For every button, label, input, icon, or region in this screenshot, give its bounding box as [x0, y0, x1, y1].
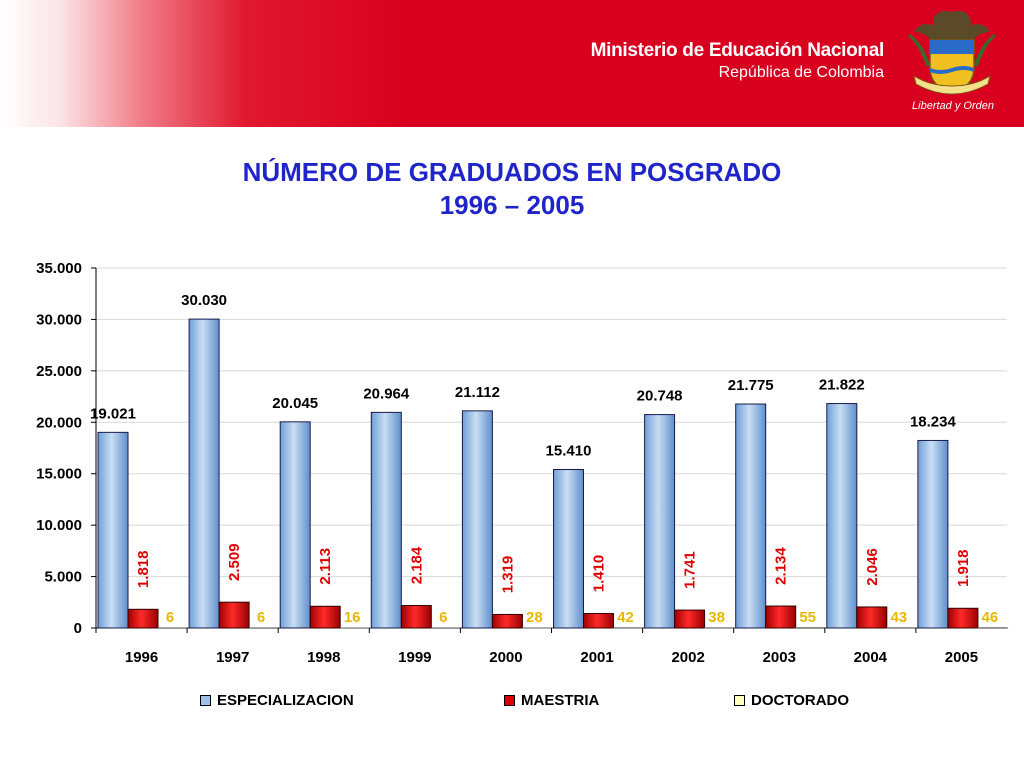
data-label-especializacion: 18.234 — [910, 413, 957, 430]
bar-maestria — [491, 613, 523, 629]
legend-item-doctorado: DOCTORADO — [734, 692, 849, 709]
header-banner: Ministerio de Educación Nacional Repúbli… — [0, 0, 1024, 127]
bar-especializacion — [188, 318, 220, 629]
bar-doctorado — [977, 627, 1009, 629]
bar-maestria — [583, 612, 614, 629]
bar-doctorado — [248, 627, 280, 629]
data-label-maestria: 1.319 — [499, 556, 516, 594]
legend-item-maestria: MAESTRIA — [504, 692, 599, 709]
bar-especializacion — [461, 410, 493, 629]
legend-label-especializacion: ESPECIALIZACION — [217, 692, 354, 709]
data-label-maestria: 2.509 — [226, 543, 243, 581]
data-label-maestria: 2.046 — [864, 548, 881, 586]
bar-maestria — [127, 608, 159, 629]
ministry-name: Ministerio de Educación Nacional — [590, 40, 885, 61]
data-label-especializacion: 20.748 — [637, 388, 683, 405]
x-tick-label: 1999 — [398, 649, 431, 666]
data-label-doctorado: 43 — [890, 609, 907, 626]
bar-chart: 0 5.000 10.000 15.000 20.000 25.000 30.000 35.0… — [36, 260, 1009, 666]
x-tick-label: 2004 — [854, 649, 888, 666]
ministry-block: Ministerio de Educación Nacional Repúbli… — [590, 40, 885, 82]
data-label-especializacion: 30.030 — [181, 292, 227, 309]
data-label-doctorado: 42 — [617, 609, 634, 626]
legend-swatch-doctorado — [734, 695, 745, 706]
bar-especializacion — [370, 411, 402, 629]
country-name: República de Colombia — [718, 64, 884, 81]
bar-maestria — [218, 601, 250, 629]
bar-maestria — [674, 609, 706, 629]
y-tick-label: 5.000 — [44, 569, 82, 586]
bar-especializacion — [644, 414, 676, 629]
bar-doctorado — [886, 627, 918, 629]
bar-especializacion — [279, 421, 311, 629]
bar-maestria — [400, 605, 432, 629]
x-tick-label: 2001 — [580, 649, 613, 666]
x-tick-label: 1998 — [307, 649, 340, 666]
bar-doctorado — [704, 627, 735, 629]
x-tick-label: 2003 — [763, 649, 796, 666]
x-tick-label: 2005 — [945, 649, 978, 666]
y-tick-label: 35.000 — [36, 260, 82, 277]
x-tick-label: 2000 — [489, 649, 522, 666]
bar-especializacion — [735, 403, 767, 629]
data-label-doctorado: 6 — [166, 609, 174, 626]
bar-maestria — [309, 605, 341, 629]
data-label-maestria: 1.410 — [591, 555, 608, 593]
bar-doctorado — [339, 627, 371, 629]
y-tick-label: 20.000 — [36, 414, 82, 431]
legend-item-especializacion: ESPECIALIZACION — [200, 692, 354, 709]
chart-title: NÚMERO DE GRADUADOS EN POSGRADO 1996 – 2… — [0, 156, 1024, 222]
data-label-doctorado: 16 — [344, 609, 361, 626]
data-label-maestria: 1.818 — [135, 551, 152, 589]
bar-doctorado — [795, 627, 826, 629]
bar-doctorado — [431, 627, 462, 629]
bar-especializacion — [917, 439, 949, 629]
data-label-especializacion: 20.045 — [272, 395, 318, 412]
legend-swatch-maestria — [504, 695, 515, 706]
data-label-doctorado: 55 — [799, 609, 816, 626]
data-label-doctorado: 46 — [982, 609, 999, 626]
data-label-maestria: 2.184 — [408, 546, 425, 584]
data-label-especializacion: 19.021 — [90, 405, 136, 422]
y-tick-label: 10.000 — [36, 517, 82, 534]
y-tick-label: 0 — [74, 620, 82, 637]
data-label-especializacion: 21.775 — [728, 377, 774, 394]
bar-especializacion — [97, 431, 129, 629]
chart-title-line1: NÚMERO DE GRADUADOS EN POSGRADO — [242, 157, 782, 187]
data-label-especializacion: 20.964 — [363, 385, 410, 402]
data-label-doctorado: 28 — [526, 609, 543, 626]
bar-maestria — [765, 605, 797, 629]
x-tick-label: 1996 — [125, 649, 158, 666]
data-label-especializacion: 21.112 — [455, 384, 500, 401]
bar-maestria — [947, 607, 979, 629]
y-tick-label: 15.000 — [36, 466, 82, 483]
bar-especializacion — [553, 468, 584, 629]
y-tick-label: 30.000 — [36, 311, 82, 328]
data-label-maestria: 2.134 — [773, 547, 790, 585]
data-label-especializacion: 21.822 — [819, 377, 865, 394]
bar-especializacion — [826, 403, 858, 629]
coat-of-arms-icon — [908, 10, 996, 95]
x-tick-label: 1997 — [216, 649, 249, 666]
legend-label-maestria: MAESTRIA — [521, 692, 600, 709]
data-label-maestria: 1.918 — [955, 549, 972, 587]
motto-text: Libertad y Orden — [912, 100, 994, 112]
bar-doctorado — [613, 627, 644, 629]
bar-doctorado — [522, 627, 553, 629]
data-label-especializacion: 15.410 — [546, 442, 592, 459]
legend-swatch-especializacion — [200, 695, 211, 706]
data-label-doctorado: 6 — [439, 609, 447, 626]
x-tick-label: 2002 — [671, 649, 704, 666]
legend-label-doctorado: DOCTORADO — [751, 692, 850, 709]
data-label-maestria: 2.113 — [317, 548, 334, 585]
bar-maestria — [856, 606, 888, 629]
data-label-doctorado: 38 — [708, 609, 725, 626]
y-tick-label: 25.000 — [36, 363, 82, 380]
chart-title-line2: 1996 – 2005 — [439, 190, 585, 220]
data-label-doctorado: 6 — [257, 609, 265, 626]
data-label-maestria: 1.741 — [682, 551, 699, 589]
bar-doctorado — [157, 627, 189, 629]
